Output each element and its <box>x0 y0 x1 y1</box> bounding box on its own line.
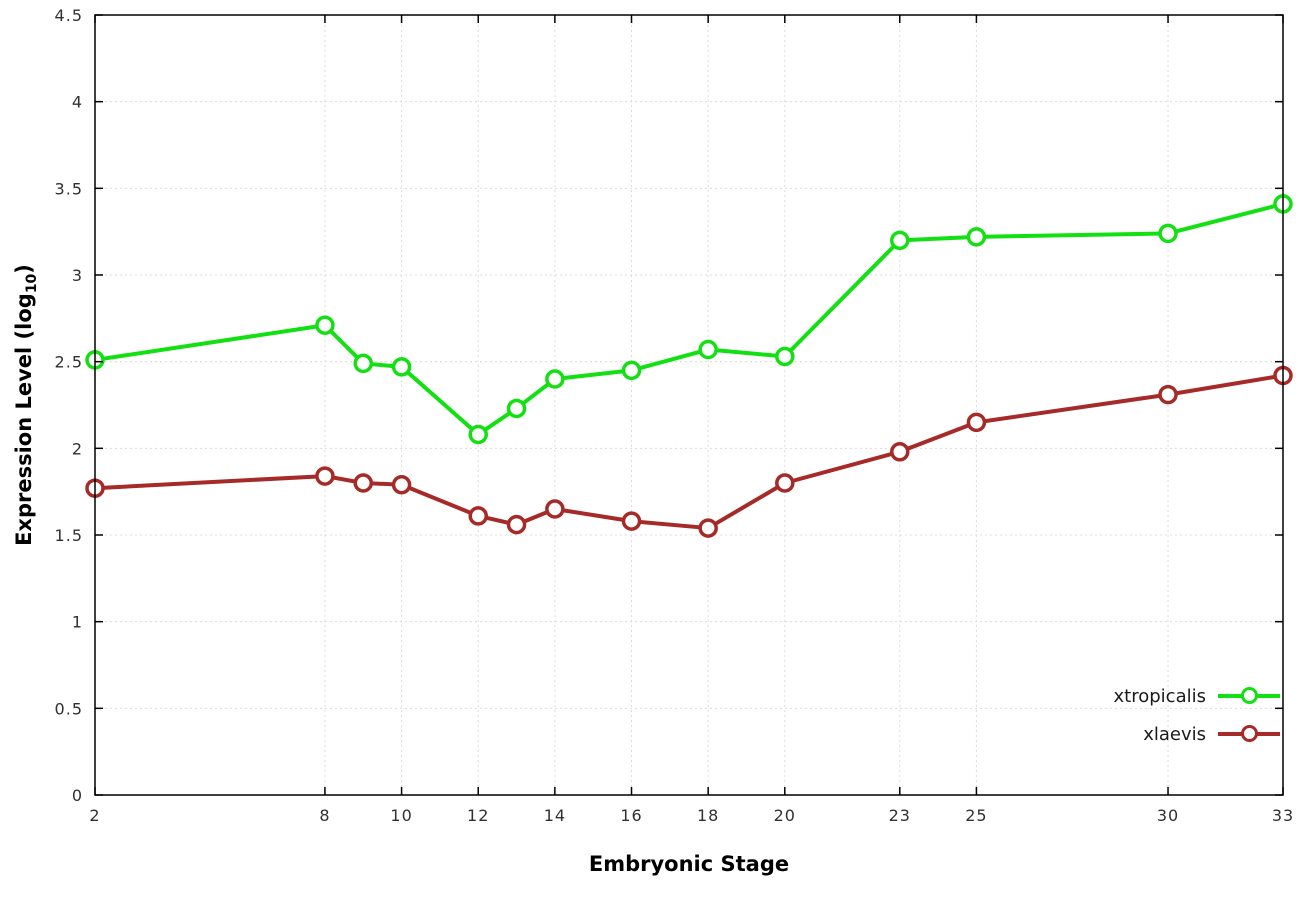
marker-xtropicalis <box>966 227 987 247</box>
y-tick-label: 3 <box>72 266 83 285</box>
plot-border <box>94 14 1284 796</box>
marker-xlaevis <box>1158 384 1178 405</box>
x-tick-label: 23 <box>889 806 911 825</box>
series-line-xtropicalis <box>93 201 1285 437</box>
x-tick-label: 10 <box>390 806 412 825</box>
x-tick-label: 25 <box>965 806 987 825</box>
y-tick-label: 1.5 <box>55 526 83 545</box>
y-tick-label: 0.5 <box>55 699 83 718</box>
x-tick-label: 12 <box>467 806 489 825</box>
legend-item-xlaevis: xlaevis <box>1114 719 1280 749</box>
marker-xlaevis <box>966 412 987 433</box>
legend-marker-xlaevis <box>1218 724 1280 744</box>
x-tick-label: 16 <box>620 806 642 825</box>
marker-xtropicalis <box>353 353 374 374</box>
marker-xtropicalis <box>775 346 795 367</box>
marker-xtropicalis <box>890 230 910 251</box>
y-axis-title-text: Expression Level (log <box>11 293 36 546</box>
x-axis-title: Embryonic Stage <box>588 852 790 876</box>
marker-xlaevis <box>698 518 718 538</box>
marker-xlaevis <box>775 473 795 493</box>
marker-xtropicalis <box>621 360 642 381</box>
legend: xtropicalis xlaevis <box>1114 681 1280 749</box>
x-tick-label: 8 <box>319 806 330 825</box>
marker-xtropicalis <box>391 357 412 377</box>
marker-xlaevis <box>315 466 335 486</box>
marker-xlaevis <box>621 511 642 531</box>
marker-xtropicalis <box>1158 223 1178 244</box>
marker-xlaevis <box>353 473 374 493</box>
marker-xlaevis <box>506 514 527 535</box>
legend-item-xtropicalis: xtropicalis <box>1114 681 1280 711</box>
x-tick-label: 14 <box>544 806 566 825</box>
marker-xlaevis <box>890 442 910 462</box>
marker-xtropicalis <box>545 369 565 389</box>
legend-marker-xtropicalis <box>1218 686 1280 706</box>
marker-xtropicalis <box>468 424 488 445</box>
marker-xtropicalis <box>506 398 527 419</box>
y-tick-label: 4.5 <box>55 6 83 25</box>
y-axis-title: Expression Level (log10) <box>12 264 40 546</box>
x-tick-label: 30 <box>1157 806 1179 825</box>
y-tick-label: 4 <box>72 93 83 112</box>
y-axis-title-close: ) <box>11 264 36 274</box>
y-tick-label: 2.5 <box>55 353 83 372</box>
x-tick-label: 2 <box>89 806 100 825</box>
marker-xlaevis <box>545 499 565 519</box>
legend-label-xtropicalis: xtropicalis <box>1113 685 1206 707</box>
marker-xtropicalis <box>698 339 718 360</box>
y-tick-label: 3.5 <box>55 179 83 198</box>
x-tick-label: 18 <box>697 806 719 825</box>
series-line-xlaevis <box>93 373 1285 531</box>
x-tick-label: 33 <box>1272 806 1294 825</box>
y-tick-label: 1 <box>72 613 83 632</box>
legend-label-xlaevis: xlaevis <box>1143 723 1206 745</box>
marker-xlaevis <box>391 474 412 495</box>
x-tick-label: 20 <box>774 806 796 825</box>
marker-xtropicalis <box>315 315 335 336</box>
y-tick-label: 2 <box>72 439 83 458</box>
y-axis-title-subscript: 10 <box>24 273 41 294</box>
y-tick-label: 0 <box>72 786 83 805</box>
marker-xlaevis <box>468 506 488 526</box>
